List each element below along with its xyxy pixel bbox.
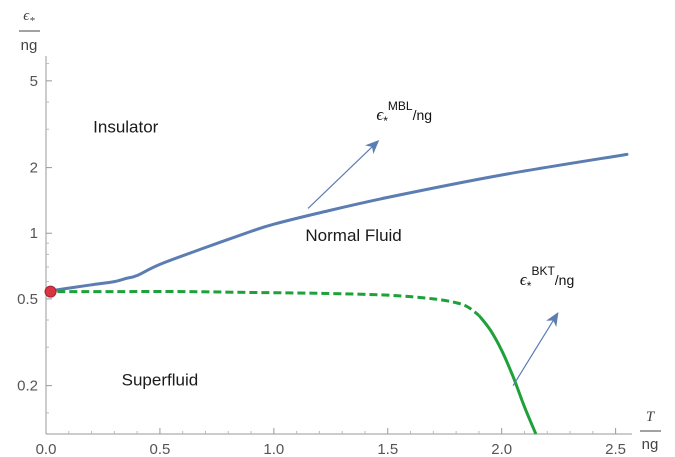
svg-text:ϵ*: ϵ* <box>23 8 35 27</box>
x-tick-label: 0.0 <box>36 441 57 457</box>
series-bkt-dashed <box>57 290 480 317</box>
region-label: Superfluid <box>122 371 199 390</box>
annotation-label-bkt: ϵ*BKT/ng <box>520 264 574 293</box>
x-tick-label: 2.5 <box>605 441 626 457</box>
y-tick-label: 0.5 <box>17 291 38 308</box>
plot-area <box>44 152 629 435</box>
series-mbl <box>44 152 629 294</box>
x-ticks: 0.0 0.5 1.0 1.5 2.0 2.5 <box>36 428 626 457</box>
y-axis-title: ϵ* ng <box>19 8 40 54</box>
y-tick-label: 1 <box>30 225 38 242</box>
critical-point <box>44 285 57 298</box>
series-bkt-solid <box>477 314 538 435</box>
region-label: Normal Fluid <box>305 226 401 245</box>
svg-text:ng: ng <box>642 436 659 453</box>
y-tick-label: 2 <box>30 160 38 177</box>
y-tick-label: 0.2 <box>17 378 38 395</box>
annotation-arrow-bkt <box>512 311 559 386</box>
y-ticks: 0.2 0.5 1 2 5 <box>17 63 52 414</box>
region-label: Insulator <box>93 117 159 136</box>
x-tick-label: 2.0 <box>491 441 512 457</box>
x-axis-title: T ng <box>640 409 661 453</box>
curve-annotations: ϵ*MBL/ng ϵ*BKT/ng <box>307 99 574 386</box>
annotation-label-mbl: ϵ*MBL/ng <box>376 99 432 128</box>
annotation-arrow-mbl <box>307 139 380 209</box>
x-tick-label: 1.0 <box>263 441 284 457</box>
x-tick-label: 1.5 <box>377 441 398 457</box>
svg-text:ng: ng <box>21 37 38 54</box>
y-tick-label: 5 <box>30 73 38 90</box>
x-tick-label: 0.5 <box>149 441 170 457</box>
region-labels: Insulator Normal Fluid Superfluid <box>93 117 402 389</box>
svg-text:T: T <box>646 409 656 425</box>
